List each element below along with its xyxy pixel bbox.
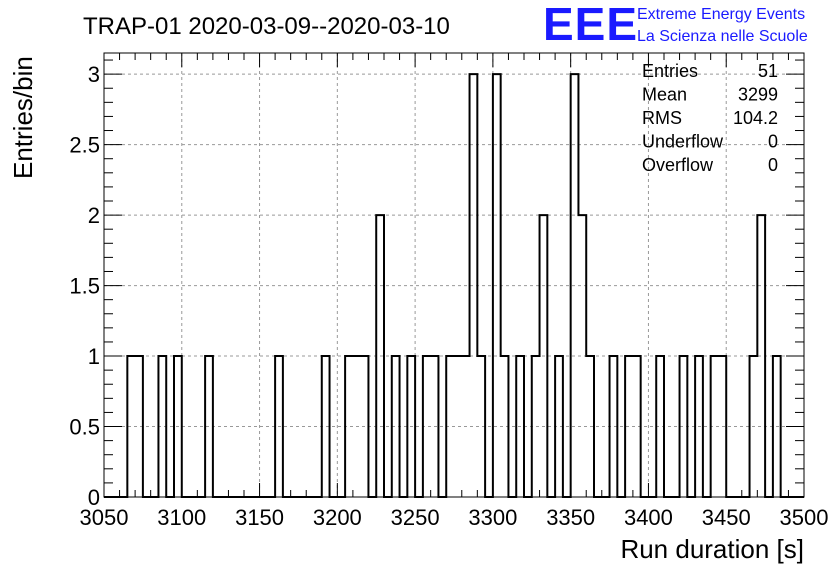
stat-label: Underflow [642,132,724,152]
y-tick-label: 0.5 [69,415,100,440]
stat-value: 104.2 [733,108,778,128]
y-tick-labels: 0 0.5 1 1.5 2 2.5 3 [69,62,100,510]
stat-label: Mean [642,85,687,105]
y-tick-label: 1 [88,344,100,369]
eee-logo: EEE Extreme Energy Events La Scienza nel… [543,0,808,50]
x-tick-label: 3250 [391,505,440,530]
stats-box: Entries 51 Mean 3299 RMS 104.2 Underflow 0 Overf… [642,61,778,175]
plot-frame [103,52,805,498]
eee-logo-line2: La Scienza nelle Scuole [637,28,808,45]
y-tick-label: 2 [88,203,100,228]
x-tick-label: 3300 [468,505,517,530]
histogram-outline [104,73,804,498]
x-tick-label: 3500 [780,505,829,530]
x-tick-label: 3200 [313,505,362,530]
x-axis-title: Run duration [s] [620,534,804,564]
x-tick-label: 3350 [546,505,595,530]
eee-logo-mark: EEE [543,0,638,50]
plot-frame-rect [103,52,805,498]
x-tick-label: 3450 [702,505,751,530]
histogram-line [104,73,804,498]
x-tick-label: 3100 [157,505,206,530]
stat-label: Overflow [642,155,714,175]
stat-label: Entries [642,61,698,81]
stat-value: 0 [768,155,778,175]
axis-ticks [103,53,805,498]
chart-title: TRAP-01 2020-03-09--2020-03-10 [83,13,450,40]
y-tick-label: 0 [88,485,100,510]
stat-value: 3299 [738,85,778,105]
x-tick-label: 3050 [80,505,129,530]
x-tick-label: 3400 [624,505,673,530]
y-axis-title: Entries/bin [8,56,38,179]
y-tick-label: 3 [88,62,100,87]
y-tick-label: 1.5 [69,274,100,299]
grid-lines [104,53,804,497]
eee-logo-line1: Extreme Energy Events [637,6,805,23]
stat-value: 51 [758,61,778,81]
stat-label: RMS [642,108,682,128]
x-tick-label: 3150 [235,505,284,530]
stat-value: 0 [768,132,778,152]
y-tick-label: 2.5 [69,133,100,158]
x-tick-labels: 3050 3100 3150 3200 3250 3300 3350 3400 3450 3500 [80,505,829,530]
